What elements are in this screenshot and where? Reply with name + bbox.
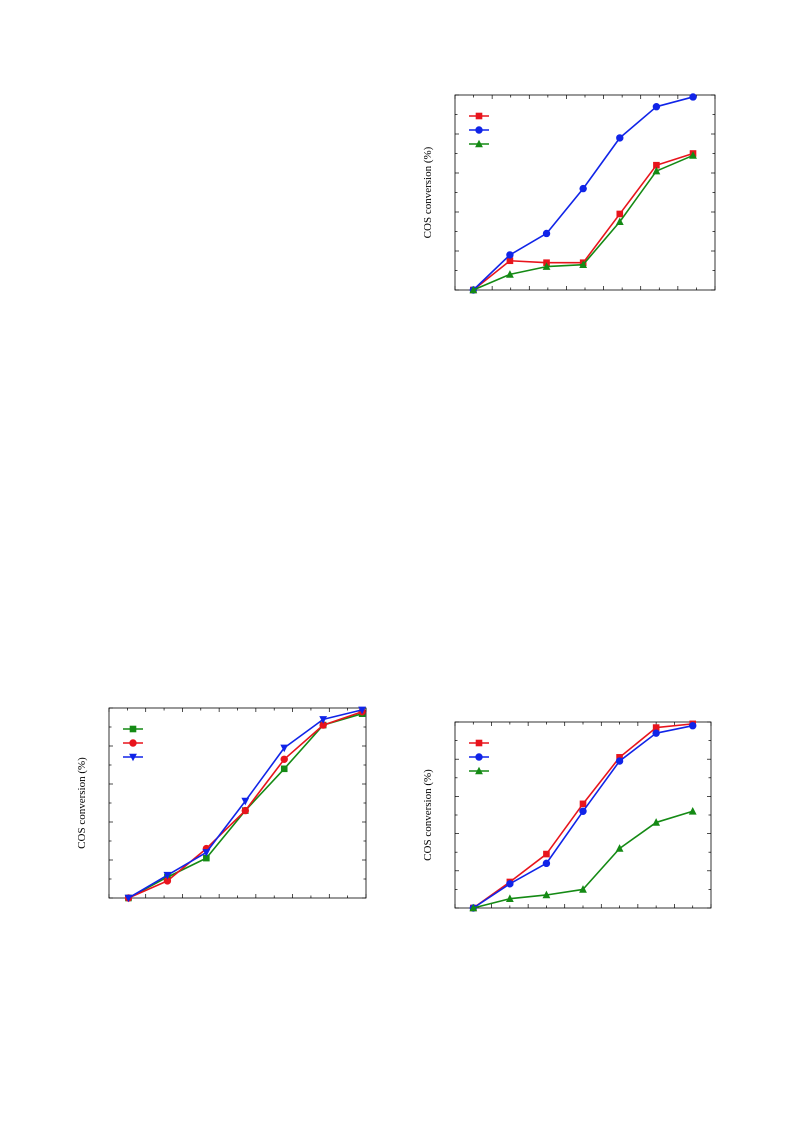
series-3 [469,806,697,912]
data-point [615,757,624,765]
series-line [472,723,693,909]
data-point [616,134,624,142]
legend-marker [129,739,137,747]
legend-marker [475,126,483,134]
data-point [688,806,697,815]
data-point [506,251,514,259]
series-line [472,724,693,909]
series-line [473,810,693,909]
series-1 [470,150,697,294]
legend-marker [475,139,483,148]
data-point [241,806,249,815]
data-point [124,894,133,903]
data-point [579,807,587,815]
series-3 [469,151,697,294]
legend-marker [475,112,483,120]
data-point [469,285,478,294]
data-point [652,724,660,731]
chart-svg: COS conversion (%) [422,93,716,294]
series-2 [469,722,697,912]
series-1 [125,710,366,902]
data-point [689,93,697,101]
chart-svg: COS conversion (%) [76,706,367,903]
data-point [542,859,551,868]
data-point [203,854,210,862]
data-point [542,890,551,899]
data-point [163,877,172,885]
data-point [652,103,661,111]
plot-frame [108,707,367,899]
data-point [505,894,514,902]
legend-marker [475,766,483,775]
legend [123,725,143,762]
data-point [579,184,587,193]
axis-ticks [454,94,716,291]
data-point [506,270,514,278]
series-line [472,154,694,291]
data-point [319,721,327,729]
data-point [616,754,623,761]
data-point [280,765,288,773]
data-point [280,755,288,763]
data-point [358,706,367,715]
data-point [241,797,250,806]
series-2 [124,708,366,902]
data-point [652,818,661,826]
data-point [579,260,588,268]
data-point [615,217,624,226]
data-point [652,166,661,175]
data-point [542,262,551,270]
series-line [128,712,363,899]
legend-marker [129,725,137,733]
data-point [202,849,211,857]
data-point [319,716,328,724]
legend-marker [129,753,137,762]
data-point [579,885,587,893]
data-point [652,729,660,737]
data-point [280,744,289,753]
legend [469,112,489,148]
chart-bottom-left: COS conversion (%) [60,698,390,910]
y-axis-label: COS conversion (%) [422,146,434,238]
series-3 [124,706,367,903]
chart-top-right: COS conversion (%) [400,80,730,300]
data-point [542,229,551,238]
data-point [689,151,697,159]
legend [469,739,489,775]
data-point [469,903,478,912]
data-point [506,257,514,265]
data-point [616,210,624,218]
legend-marker [475,753,483,761]
data-point [689,722,697,730]
data-point [543,850,550,858]
data-point [653,161,660,169]
data-point [615,844,624,852]
chart-bottom-right: COS conversion (%) [400,712,730,918]
data-point [163,871,172,880]
data-point [579,800,587,808]
data-point [506,880,514,888]
y-axis-label: COS conversion (%) [422,769,434,861]
plot-frame [454,721,712,909]
series-1 [469,720,697,912]
chart-svg: COS conversion (%) [422,720,712,912]
axis-ticks [108,707,367,899]
y-axis-label: COS conversion (%) [76,757,88,849]
legend-marker [475,739,483,747]
axis-ticks [454,721,712,909]
series-2 [469,93,697,294]
